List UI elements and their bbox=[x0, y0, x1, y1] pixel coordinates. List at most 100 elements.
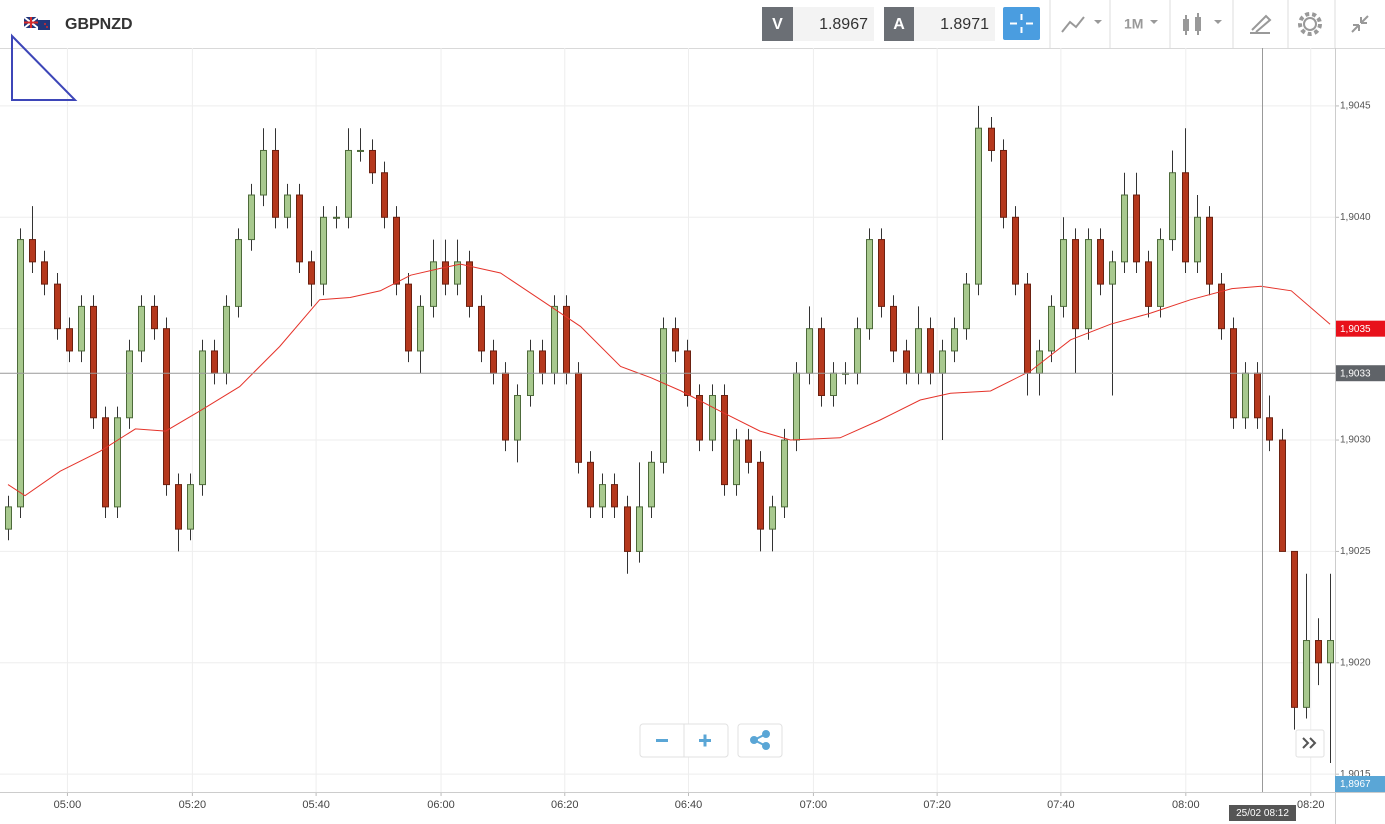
candle-body bbox=[1133, 194, 1140, 263]
candle-body bbox=[1048, 305, 1055, 352]
x-tick-label: 06:40 bbox=[675, 799, 703, 811]
candle-body bbox=[975, 127, 982, 285]
candle-body bbox=[260, 149, 267, 196]
candle-body bbox=[5, 506, 12, 530]
candle-body bbox=[793, 372, 800, 441]
candle-body bbox=[1000, 149, 1007, 218]
y-tick-label: 1,9040 bbox=[1340, 212, 1371, 223]
x-tick-label: 06:00 bbox=[427, 799, 455, 811]
x-tick-label: 06:20 bbox=[551, 799, 579, 811]
candle-body bbox=[369, 149, 376, 174]
candle-body bbox=[1072, 239, 1079, 330]
candle-body bbox=[539, 350, 546, 374]
candle-body bbox=[939, 350, 946, 374]
candle-body bbox=[442, 261, 449, 285]
candle-body bbox=[151, 305, 158, 330]
sell-price-box[interactable] bbox=[793, 7, 874, 41]
candle-body bbox=[466, 261, 473, 307]
price-tag-label: 1,9035 bbox=[1340, 324, 1371, 335]
crosshair-time: 25/02 08:12 bbox=[1236, 808, 1289, 819]
buy-button[interactable] bbox=[884, 7, 914, 41]
candle-body bbox=[514, 394, 521, 441]
scroll-right-button[interactable] bbox=[1295, 729, 1325, 758]
candle-body bbox=[114, 417, 121, 508]
drawn-triangle[interactable] bbox=[11, 33, 78, 101]
crosshair-time-tag bbox=[1229, 805, 1296, 821]
candle-body bbox=[1182, 172, 1189, 263]
candle-body bbox=[1303, 640, 1310, 708]
candle-body bbox=[1315, 640, 1322, 664]
candle-body bbox=[830, 372, 837, 396]
candle-body bbox=[187, 484, 194, 530]
candle-body bbox=[248, 194, 255, 241]
candle-body bbox=[490, 350, 497, 374]
candle-body bbox=[393, 216, 400, 285]
candle-body bbox=[709, 394, 716, 441]
candle-body bbox=[721, 394, 728, 486]
candle-body bbox=[1012, 216, 1019, 285]
candle-body bbox=[1279, 439, 1286, 552]
sell-label[interactable]: V bbox=[772, 16, 783, 33]
candle-body bbox=[818, 328, 825, 396]
zoom-in[interactable] bbox=[699, 734, 711, 747]
candle-body bbox=[1145, 261, 1152, 307]
candle-body bbox=[563, 305, 570, 374]
sell-button[interactable] bbox=[762, 7, 793, 41]
price-tag bbox=[1335, 365, 1385, 382]
candle-body bbox=[1157, 239, 1164, 307]
candle-body bbox=[806, 328, 813, 374]
x-tick-label: 05:00 bbox=[54, 799, 82, 811]
candle-body bbox=[102, 417, 109, 508]
candle-body bbox=[454, 261, 461, 285]
candle-body bbox=[745, 439, 752, 463]
timeframe[interactable]: 1M bbox=[1124, 16, 1143, 32]
current-price-tag bbox=[1335, 776, 1385, 792]
candle-body bbox=[163, 328, 170, 486]
buy-label[interactable]: A bbox=[893, 16, 905, 33]
candle-body bbox=[199, 350, 206, 486]
y-tick-label: 1,9025 bbox=[1340, 546, 1371, 557]
candle-body bbox=[272, 149, 279, 218]
candle-body bbox=[320, 216, 327, 285]
x-tick-label: 05:20 bbox=[179, 799, 207, 811]
candle-body bbox=[54, 283, 61, 330]
candle-body bbox=[138, 305, 145, 352]
candle-body bbox=[333, 216, 340, 219]
crosshair-icon bbox=[1010, 14, 1033, 33]
candle-body bbox=[1024, 283, 1031, 374]
share-button[interactable] bbox=[737, 723, 783, 758]
candle-body bbox=[284, 194, 291, 218]
candle-body bbox=[551, 305, 558, 374]
candle-body bbox=[587, 461, 594, 508]
candle-body bbox=[927, 328, 934, 374]
sell-price[interactable]: 1.8967 bbox=[819, 16, 868, 33]
candle-body bbox=[29, 239, 36, 263]
candle-body bbox=[1194, 216, 1201, 263]
buy-price-box[interactable] bbox=[914, 7, 995, 41]
chart: 1,9015 1,9020 1,9025 1,9030 1,9035 1,9040 1,90… bbox=[0, 48, 1385, 811]
symbol: GBPNZD bbox=[65, 16, 133, 33]
candle-body bbox=[381, 172, 388, 218]
candle-body bbox=[890, 305, 897, 352]
price-tag-label: 1,9033 bbox=[1340, 368, 1371, 379]
crosshair-button[interactable] bbox=[1003, 7, 1040, 40]
candle-body bbox=[357, 149, 364, 152]
buy-price[interactable]: 1.8971 bbox=[940, 16, 989, 33]
candle-body bbox=[1218, 283, 1225, 330]
candle-body bbox=[866, 239, 873, 330]
candle-body bbox=[878, 239, 885, 307]
candle-body bbox=[611, 484, 618, 508]
moving-average bbox=[7, 263, 1331, 497]
candle-body bbox=[78, 305, 85, 352]
candle-body bbox=[963, 283, 970, 330]
candle-body bbox=[41, 261, 48, 285]
candle-body bbox=[90, 305, 97, 419]
candle-body bbox=[1254, 372, 1261, 419]
candle-body bbox=[223, 305, 230, 374]
candle-body bbox=[1266, 417, 1273, 441]
candle-body bbox=[915, 328, 922, 374]
candle-body bbox=[575, 372, 582, 463]
toolbar-separators bbox=[1049, 0, 1336, 48]
candle-body bbox=[769, 506, 776, 530]
